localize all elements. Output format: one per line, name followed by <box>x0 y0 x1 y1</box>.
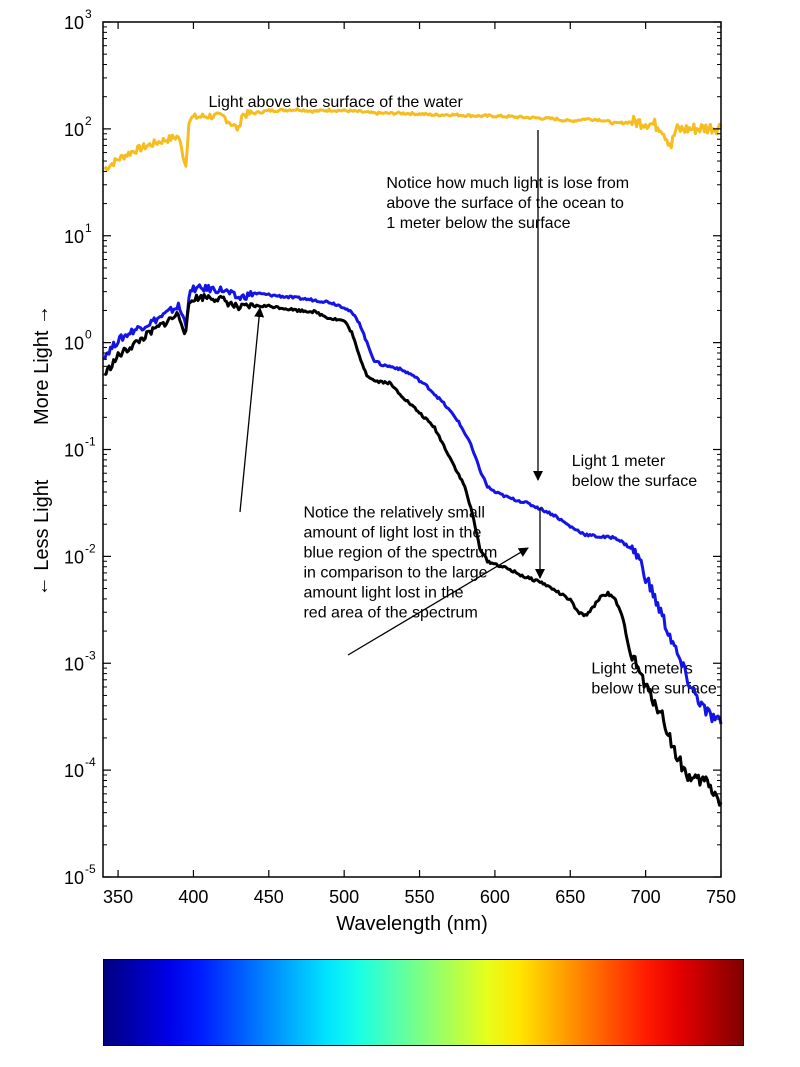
y-tick-exponent: -2 <box>85 541 96 555</box>
y-tick-label: 10 2 <box>64 114 92 140</box>
annotation-line: amount light lost in the <box>303 585 463 602</box>
x-tick-label: 350 <box>103 887 133 907</box>
y-tick-label: 10 3 <box>64 7 92 33</box>
x-axis-label: Wavelength (nm) <box>336 913 488 935</box>
annotation-line: below the surface <box>591 681 717 698</box>
annotation-line: Notice the relatively small <box>303 505 484 522</box>
arrow-layer <box>239 130 545 656</box>
x-tick-label: 750 <box>706 887 736 907</box>
annotation-line: in comparison to the large <box>303 565 487 582</box>
series-line-2 <box>103 283 723 725</box>
annotation-note-loss: Notice how much light is lose from above … <box>386 175 629 232</box>
annotation-note-blue-red: Notice the relatively small amount of lig… <box>303 505 497 622</box>
visible-spectrum-colorbar <box>103 959 744 1046</box>
annotation-line: red area of the spectrum <box>303 605 477 622</box>
y-tick-base: 10 <box>64 13 84 33</box>
series-layer <box>103 107 723 807</box>
series-line-1 <box>103 107 723 172</box>
y-tick-label: 10 1 <box>64 221 92 247</box>
x-tick-label: 500 <box>329 887 359 907</box>
y-tick-exponent: 2 <box>85 114 92 128</box>
y-tick-label: 10 -5 <box>64 862 96 888</box>
annotation-line: blue region of the spectrum <box>303 545 497 562</box>
y-axis-label-upper: More Light → <box>31 305 53 425</box>
y-tick-label: 10 -1 <box>64 435 96 461</box>
arrow-to-red-region <box>347 547 529 656</box>
annotation-label-above: Light above the surface of the water <box>209 94 464 111</box>
y-tick-exponent: 1 <box>85 221 92 235</box>
y-tick-base: 10 <box>64 334 84 354</box>
x-tick-label: 450 <box>254 887 284 907</box>
plot-frame <box>102 21 722 878</box>
light-spectrum-chart: Light above the surface of the water Ligh… <box>31 7 736 935</box>
annotation-label-1m: Light 1 meter below the surface <box>572 453 698 490</box>
y-tick-base: 10 <box>64 120 84 140</box>
y-tick-exponent: 3 <box>85 7 92 21</box>
annotation-line: Light 1 meter <box>572 453 666 470</box>
annotation-line: 1 meter below the surface <box>386 215 570 232</box>
x-tick-label: 700 <box>631 887 661 907</box>
annotation-line: Light above the surface of the water <box>209 94 464 111</box>
series-line-3 <box>104 293 723 807</box>
y-axis-label-lower: ← Less Light <box>31 479 53 596</box>
annotation-line: above the surface of the ocean to <box>386 195 624 212</box>
y-tick-label: 10 -3 <box>64 648 96 674</box>
annotation-label-9m: Light 9 meters below the surface <box>591 661 717 698</box>
y-tick-base: 10 <box>64 868 84 888</box>
y-tick-label: 10 -4 <box>64 755 96 781</box>
arrow-to-blue-region <box>239 307 265 513</box>
y-tick-base: 10 <box>64 227 84 247</box>
y-tick-base: 10 <box>64 654 84 674</box>
y-tick-label: 10 -2 <box>64 541 96 567</box>
y-tick-exponent: -3 <box>85 648 96 662</box>
y-tick-base: 10 <box>64 761 84 781</box>
y-tick-exponent: -1 <box>85 435 96 449</box>
y-tick-base: 10 <box>64 441 84 461</box>
annotation-line: Light 9 meters <box>591 661 692 678</box>
annotation-layer: Light above the surface of the water Ligh… <box>209 94 717 698</box>
annotation-line: amount of light lost in the <box>303 525 481 542</box>
x-tick-label: 400 <box>178 887 208 907</box>
y-tick-exponent: -4 <box>85 755 96 769</box>
annotation-line: Notice how much light is lose from <box>386 175 629 192</box>
x-tick-label: 650 <box>555 887 585 907</box>
x-tick-label: 550 <box>405 887 435 907</box>
annotation-line: below the surface <box>572 473 698 490</box>
y-tick-label: 10 0 <box>64 328 92 354</box>
y-tick-exponent: 0 <box>85 328 92 342</box>
x-tick-label: 600 <box>480 887 510 907</box>
y-tick-base: 10 <box>64 547 84 567</box>
y-tick-exponent: -5 <box>85 862 96 876</box>
